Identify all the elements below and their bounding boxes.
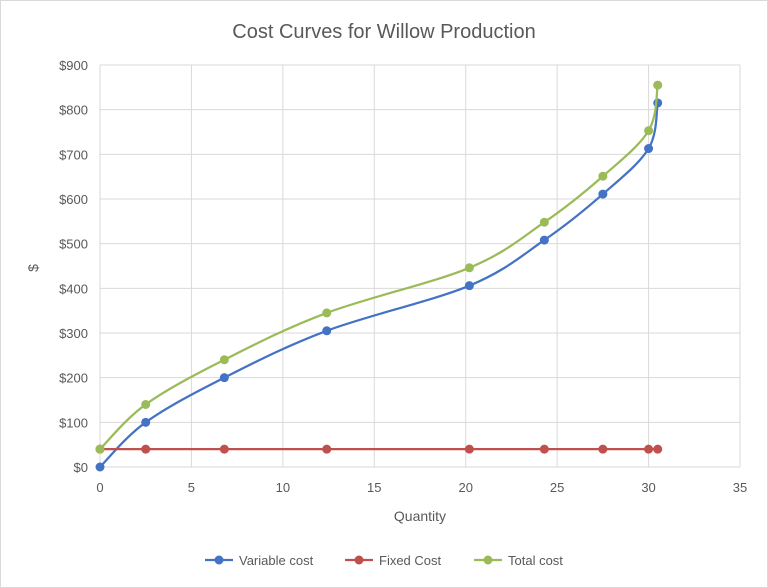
- data-point: [653, 80, 663, 90]
- x-tick-label: 25: [550, 480, 564, 495]
- legend-label: Fixed Cost: [379, 553, 442, 568]
- data-point: [464, 263, 474, 273]
- data-point: [141, 417, 151, 427]
- y-axis-label: $: [25, 264, 41, 272]
- x-tick-label: 35: [733, 480, 747, 495]
- data-point: [644, 126, 654, 136]
- y-tick-label: $800: [59, 103, 88, 118]
- data-point: [653, 98, 663, 108]
- data-point: [464, 281, 474, 291]
- data-point: [539, 444, 549, 454]
- x-tick-label: 5: [188, 480, 195, 495]
- y-tick-label: $600: [59, 192, 88, 207]
- data-point: [141, 399, 151, 409]
- data-point: [464, 444, 474, 454]
- y-tick-label: $400: [59, 281, 88, 296]
- x-tick-label: 15: [367, 480, 381, 495]
- legend-swatch-marker: [483, 555, 493, 565]
- data-point: [644, 144, 654, 154]
- data-point: [653, 444, 663, 454]
- x-tick-label: 20: [458, 480, 472, 495]
- y-tick-label: $900: [59, 58, 88, 73]
- data-point: [141, 444, 151, 454]
- data-point: [598, 171, 608, 181]
- legend-label: Variable cost: [239, 553, 314, 568]
- data-point: [598, 444, 608, 454]
- x-tick-label: 0: [96, 480, 103, 495]
- y-tick-label: $700: [59, 147, 88, 162]
- y-tick-label: $500: [59, 237, 88, 252]
- y-tick-label: $100: [59, 415, 88, 430]
- data-point: [539, 235, 549, 245]
- data-point: [95, 462, 105, 472]
- chart-title: Cost Curves for Willow Production: [232, 21, 535, 43]
- data-point: [644, 444, 654, 454]
- y-tick-label: $300: [59, 326, 88, 341]
- y-tick-label: $0: [74, 460, 88, 475]
- series-line-0: [99, 102, 659, 468]
- data-point: [95, 444, 105, 454]
- x-tick-label: 30: [641, 480, 655, 495]
- data-point: [219, 444, 229, 454]
- legend-swatch-marker: [354, 555, 364, 565]
- x-axis-label: Quantity: [394, 508, 446, 524]
- data-point: [322, 308, 332, 318]
- data-point: [322, 444, 332, 454]
- data-point: [219, 355, 229, 365]
- data-point: [598, 189, 608, 199]
- legend-label: Total cost: [508, 553, 563, 568]
- legend-swatch-marker: [214, 555, 224, 565]
- series-line-2: [99, 84, 659, 450]
- data-point: [322, 326, 332, 336]
- data-point: [219, 373, 229, 383]
- y-tick-label: $200: [59, 371, 88, 386]
- x-tick-label: 10: [276, 480, 290, 495]
- data-point: [539, 217, 549, 227]
